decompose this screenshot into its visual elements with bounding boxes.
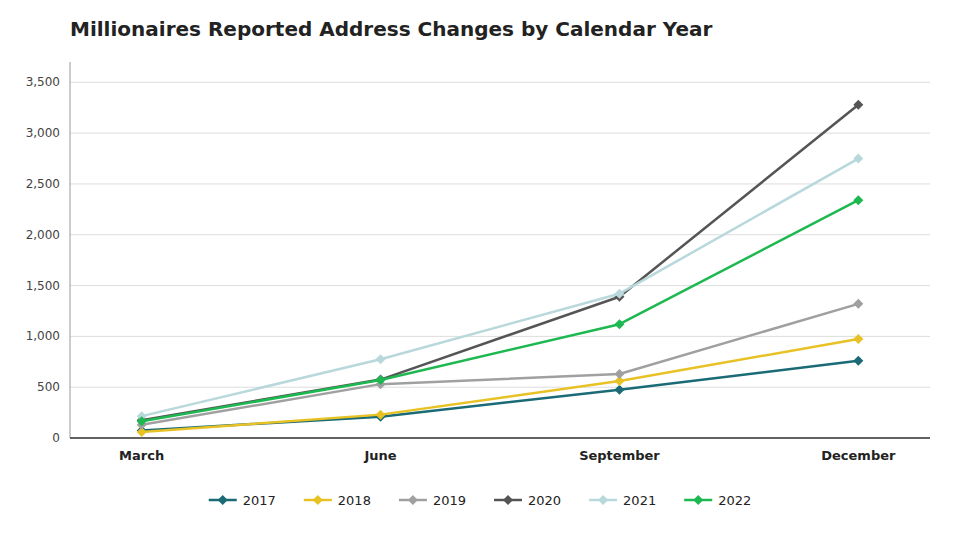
point [376, 410, 386, 420]
grid [70, 82, 930, 438]
legend-label: 2019 [433, 493, 466, 508]
line [142, 105, 859, 421]
series [137, 334, 864, 437]
x-tick-label: June [363, 448, 396, 463]
point [137, 416, 147, 426]
point [614, 385, 624, 395]
x-tick-label: December [821, 448, 896, 463]
series [137, 154, 864, 422]
x-tick-label: September [579, 448, 660, 463]
legend-label: 2020 [528, 493, 561, 508]
legend-item: 2019 [399, 493, 466, 508]
point [853, 154, 863, 164]
legend-item: 2021 [589, 493, 656, 508]
line [142, 361, 859, 431]
grid-line [70, 133, 930, 134]
legend-marker [693, 495, 703, 505]
y-tick-label: 500 [37, 380, 60, 394]
point [614, 289, 624, 299]
y-tick-label: 2,000 [26, 228, 60, 242]
point [853, 100, 863, 110]
point [853, 356, 863, 366]
line [142, 304, 859, 425]
series [137, 299, 864, 430]
legend-item: 2022 [684, 493, 751, 508]
x-axis-line [70, 437, 930, 439]
point [853, 195, 863, 205]
legend-label: 2022 [718, 493, 751, 508]
grid-line [70, 285, 930, 286]
series [137, 195, 864, 426]
legend: 2017 2018 2019 2020 2021 2022 [209, 493, 752, 508]
grid-line [70, 387, 930, 388]
y-axis-line [70, 62, 71, 438]
point [853, 334, 863, 344]
y-tick-label: 1,000 [26, 329, 60, 343]
legend-item: 2020 [494, 493, 561, 508]
series-group [137, 100, 864, 437]
legend-label: 2017 [243, 493, 276, 508]
legend-marker [218, 495, 228, 505]
point [614, 319, 624, 329]
grid-line [70, 438, 930, 439]
legend-marker [503, 495, 513, 505]
legend-item: 2017 [209, 493, 276, 508]
legend-item: 2018 [304, 493, 371, 508]
legend-marker [598, 495, 608, 505]
point [376, 375, 386, 385]
point [853, 299, 863, 309]
y-tick-label: 0 [52, 431, 60, 445]
line [142, 159, 859, 417]
line [142, 200, 859, 421]
y-tick-label: 1,500 [26, 279, 60, 293]
grid-line [70, 234, 930, 235]
y-tick-label: 3,500 [26, 75, 60, 89]
x-tick-label: March [119, 448, 164, 463]
grid-line [70, 336, 930, 337]
y-tick-label: 2,500 [26, 177, 60, 191]
legend-marker [313, 495, 323, 505]
grid-line [70, 82, 930, 83]
point [614, 369, 624, 379]
grid-line [70, 183, 930, 184]
point [376, 354, 386, 364]
y-tick-label: 3,000 [26, 126, 60, 140]
point [376, 375, 386, 385]
series [137, 100, 864, 426]
chart: Millionaires Reported Address Changes by… [0, 0, 960, 540]
legend-label: 2021 [623, 493, 656, 508]
legend-label: 2018 [338, 493, 371, 508]
title: Millionaires Reported Address Changes by… [70, 17, 712, 41]
legend-marker [408, 495, 418, 505]
